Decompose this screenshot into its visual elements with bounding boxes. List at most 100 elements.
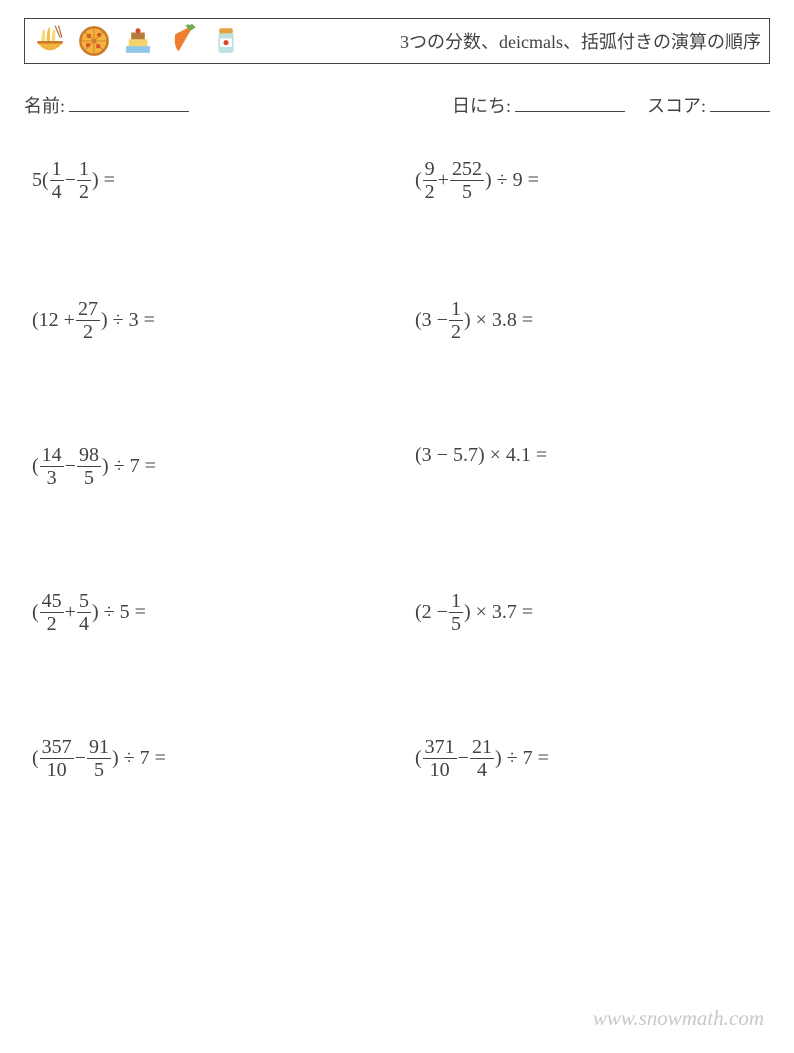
fraction: 2525 [450,158,484,203]
score-label: スコア: [647,92,706,118]
fraction-numerator: 21 [470,736,494,758]
expr-text: ( [32,747,39,770]
fraction-denominator: 4 [475,759,489,781]
expr-text: ) ÷ 5 = [92,601,146,624]
fraction: 452 [40,590,64,635]
problem: (92 + 2525) ÷ 9 = [407,158,770,203]
fraction-denominator: 2 [77,181,91,203]
problem: (35710 − 915) ÷ 7 = [24,736,387,781]
carrot-icon [165,24,199,58]
problem: (3 − 12) × 3.8 = [407,298,770,343]
expr-text: ( [32,601,39,624]
fraction: 272 [76,298,100,343]
fraction-numerator: 1 [449,590,463,612]
fraction: 214 [470,736,494,781]
date-label: 日にち: [452,92,511,118]
problem: 5(14 − 12) = [24,158,387,203]
fraction-denominator: 4 [50,181,64,203]
fraction-numerator: 98 [77,444,101,466]
jar-icon [209,24,243,58]
fraction-denominator: 3 [45,467,59,489]
problem-row: (12 + 272) ÷ 3 =(3 − 12) × 3.8 = [24,288,770,434]
fraction-denominator: 5 [82,467,96,489]
problems-grid: 5(14 − 12) =(92 + 2525) ÷ 9 =(12 + 272) … [24,138,770,872]
problem-row: 5(14 − 12) =(92 + 2525) ÷ 9 = [24,138,770,288]
fraction: 15 [449,590,463,635]
problem-row: (143 − 985) ÷ 7 =(3 − 5.7) × 4.1 = [24,434,770,580]
problem: (12 + 272) ÷ 3 = [24,298,387,343]
fraction: 35710 [40,736,74,781]
expr-text: ) × 3.7 = [464,601,533,624]
expr-text: − [75,747,86,770]
fraction-denominator: 5 [92,759,106,781]
fraction-numerator: 1 [77,158,91,180]
fraction: 915 [87,736,111,781]
expr-text: ( [415,169,422,192]
expr-text: ) ÷ 9 = [485,169,539,192]
expr-text: ( [32,455,39,478]
noodle-bowl-icon [33,24,67,58]
fraction-numerator: 45 [40,590,64,612]
fraction-denominator: 10 [428,759,452,781]
expr-text: (2 − [415,601,448,624]
expr-text: − [65,455,76,478]
expr-text: − [458,747,469,770]
fraction: 92 [423,158,437,203]
info-row: 名前: 日にち: スコア: [24,92,770,118]
problem: (37110 − 214) ÷ 7 = [407,736,770,781]
problem: (143 − 985) ÷ 7 = [24,444,387,489]
expr-text: ) × 3.8 = [464,309,533,332]
fraction-numerator: 1 [50,158,64,180]
expr-text: ( [415,747,422,770]
name-field: 名前: [24,92,452,118]
fraction-denominator: 4 [77,613,91,635]
fraction-numerator: 9 [423,158,437,180]
pizza-icon [77,24,111,58]
watermark: www.snowmath.com [593,1006,764,1031]
expr-text: (3 − [415,309,448,332]
name-label: 名前: [24,92,65,118]
fraction-denominator: 5 [449,613,463,635]
expr-text: + [65,601,76,624]
fraction-denominator: 5 [460,181,474,203]
fraction: 14 [50,158,64,203]
worksheet-title: 3つの分数、deicmals、括弧付きの演算の順序 [400,28,761,54]
cake-icon [121,24,155,58]
name-blank[interactable] [69,94,189,112]
fraction-numerator: 1 [449,298,463,320]
fraction-denominator: 2 [81,321,95,343]
fraction: 12 [449,298,463,343]
icon-row [33,24,243,58]
fraction: 37110 [423,736,457,781]
fraction-numerator: 27 [76,298,100,320]
problem: (3 − 5.7) × 4.1 = [407,444,770,467]
expr-text: ) ÷ 7 = [495,747,549,770]
expr-text: ) ÷ 7 = [102,455,156,478]
fraction: 985 [77,444,101,489]
fraction-numerator: 91 [87,736,111,758]
expr-text: (3 − 5.7) × 4.1 = [415,444,547,467]
expr-text: (12 + [32,309,75,332]
fraction: 54 [77,590,91,635]
problem-row: (35710 − 915) ÷ 7 =(37110 − 214) ÷ 7 = [24,726,770,872]
fraction-numerator: 357 [40,736,74,758]
score-blank[interactable] [710,94,770,112]
expr-text: ) ÷ 3 = [101,309,155,332]
fraction-denominator: 2 [423,181,437,203]
worksheet-header: 3つの分数、deicmals、括弧付きの演算の順序 [24,18,770,64]
fraction-numerator: 14 [40,444,64,466]
fraction: 143 [40,444,64,489]
fraction-denominator: 2 [449,321,463,343]
fraction-numerator: 371 [423,736,457,758]
expr-text: ) = [92,169,115,192]
date-blank[interactable] [515,94,625,112]
problem: (2 − 15) × 3.7 = [407,590,770,635]
expr-text: + [438,169,449,192]
expr-text: − [65,169,76,192]
fraction-denominator: 10 [45,759,69,781]
problem: (452 + 54) ÷ 5 = [24,590,387,635]
fraction-numerator: 5 [77,590,91,612]
expr-text: ) ÷ 7 = [112,747,166,770]
fraction-numerator: 252 [450,158,484,180]
expr-text: 5( [32,169,49,192]
